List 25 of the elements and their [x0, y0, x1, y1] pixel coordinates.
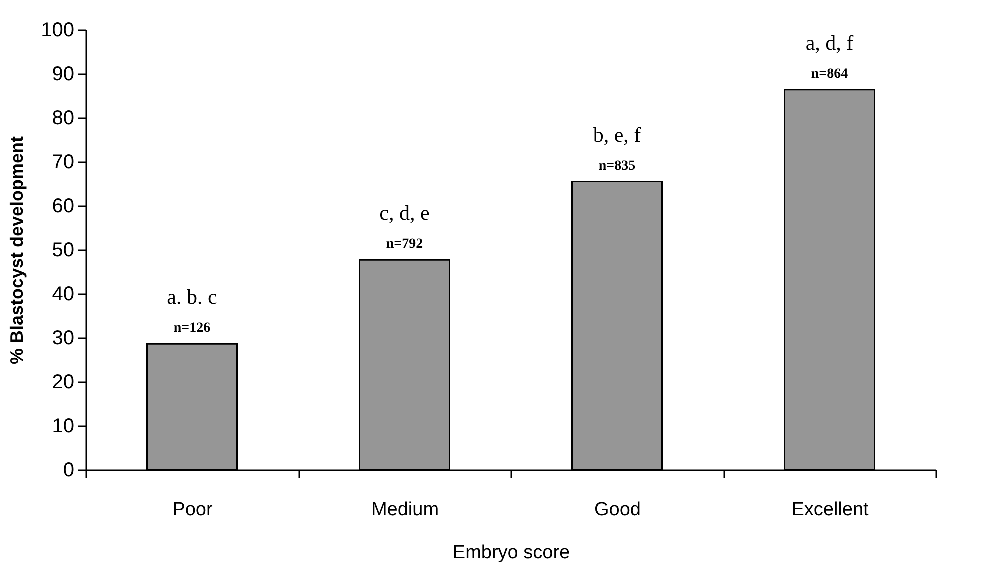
- y-tick-label: 50: [52, 240, 74, 262]
- y-tick-label: 10: [52, 416, 74, 438]
- annotation: c, d, e: [380, 201, 430, 226]
- y-tick-label: 100: [41, 20, 74, 42]
- annotation: n=864: [811, 66, 848, 82]
- y-tick-label: 90: [52, 64, 74, 86]
- y-tick-label: 60: [52, 196, 74, 218]
- annotation: a. b. c: [167, 285, 218, 310]
- annotation: b, e, f: [593, 122, 642, 147]
- annotation: a, d, f: [806, 30, 854, 55]
- x-tick-label: Excellent: [792, 500, 870, 520]
- annotation: n=126: [174, 321, 211, 336]
- y-tick-label: 70: [52, 152, 74, 174]
- y-tick-label: 20: [52, 372, 74, 394]
- y-tick-label: 40: [52, 284, 74, 306]
- x-tick-label: Medium: [371, 500, 440, 520]
- y-tick-label: 0: [63, 460, 74, 482]
- annotation: n=835: [598, 158, 636, 174]
- y-axis-title: % Blastocyst development: [7, 136, 28, 365]
- y-tick-label: 30: [52, 328, 74, 350]
- annotation: n=792: [386, 237, 424, 252]
- x-tick-label: Good: [594, 500, 641, 520]
- y-tick-label: 80: [52, 108, 74, 130]
- x-axis-title: Embryo score: [452, 542, 570, 564]
- x-tick-label: Poor: [172, 500, 214, 520]
